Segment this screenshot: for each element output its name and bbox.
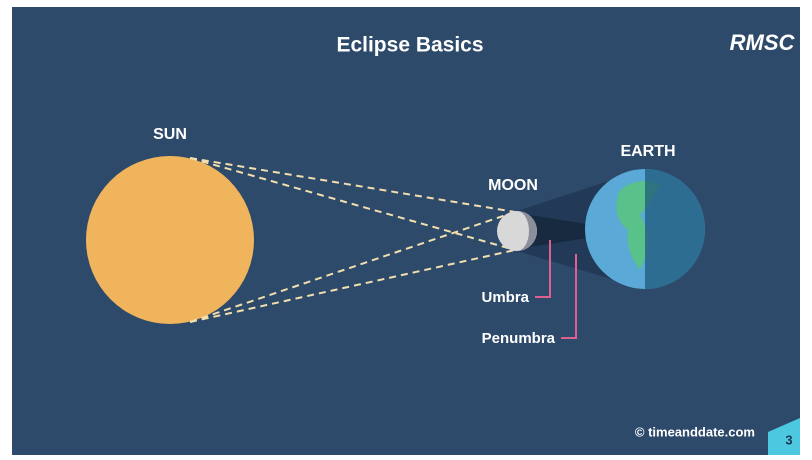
credit: © timeanddate.com — [635, 424, 755, 439]
page-number: 3 — [785, 432, 792, 447]
moon-label: MOON — [488, 177, 538, 194]
page: Eclipse Basics RMSC SUN MOON EARTH Umbra… — [0, 0, 812, 460]
sun — [86, 156, 254, 324]
title: Eclipse Basics — [336, 34, 483, 57]
earth-label: EARTH — [620, 143, 675, 160]
penumbra-label: Penumbra — [482, 330, 556, 347]
sun-label: SUN — [153, 126, 187, 143]
umbra-label: Umbra — [481, 289, 529, 306]
slide: Eclipse Basics RMSC SUN MOON EARTH Umbra… — [0, 0, 812, 460]
logo: RMSC — [730, 30, 796, 55]
